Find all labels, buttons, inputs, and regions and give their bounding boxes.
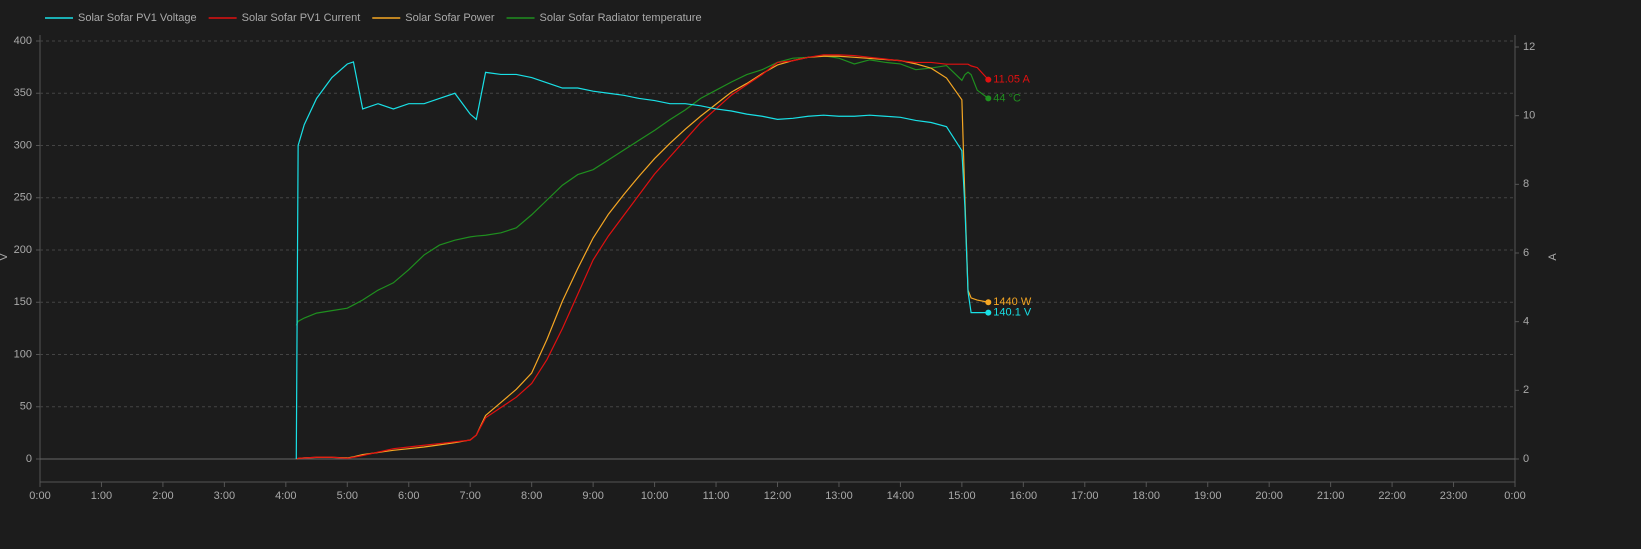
legend-label: Solar Sofar PV1 Current <box>242 12 361 24</box>
x-tick-label: 15:00 <box>948 490 976 502</box>
x-tick-label: 22:00 <box>1378 490 1406 502</box>
legend-label: Solar Sofar Radiator temperature <box>540 12 702 24</box>
end-label: 1440 W <box>993 296 1032 308</box>
x-tick-label: 6:00 <box>398 490 419 502</box>
x-tick-label: 5:00 <box>337 490 358 502</box>
legend-label: Solar Sofar PV1 Voltage <box>78 12 197 24</box>
series-line <box>296 54 989 460</box>
end-marker <box>985 95 992 102</box>
x-tick-label: 23:00 <box>1440 490 1468 502</box>
end-label: 44 °C <box>993 92 1021 104</box>
end-marker <box>985 76 992 83</box>
end-label: 140.1 V <box>993 307 1032 319</box>
x-tick-label: 0:00 <box>1504 490 1525 502</box>
end-marker <box>985 299 992 306</box>
end-marker <box>985 309 992 316</box>
y2-tick-label: 4 <box>1523 316 1529 328</box>
y2-axis-label: A <box>1547 253 1559 261</box>
x-tick-label: 7:00 <box>459 490 480 502</box>
y-axis-label: V <box>0 253 10 261</box>
x-tick-label: 2:00 <box>152 490 173 502</box>
x-tick-label: 10:00 <box>641 490 669 502</box>
x-tick-label: 9:00 <box>582 490 603 502</box>
x-tick-label: 1:00 <box>91 490 112 502</box>
y2-tick-label: 0 <box>1523 453 1529 465</box>
x-tick-label: 0:00 <box>29 490 50 502</box>
y-tick-label: 100 <box>14 348 32 360</box>
x-tick-label: 18:00 <box>1132 490 1160 502</box>
y-tick-label: 250 <box>14 192 32 204</box>
y-tick-label: 400 <box>14 35 32 47</box>
x-tick-label: 21:00 <box>1317 490 1345 502</box>
y-tick-label: 0 <box>26 453 32 465</box>
x-tick-label: 20:00 <box>1255 490 1283 502</box>
y2-tick-label: 10 <box>1523 110 1535 122</box>
x-tick-label: 11:00 <box>703 490 730 502</box>
y2-tick-label: 12 <box>1523 41 1535 53</box>
x-tick-label: 8:00 <box>521 490 542 502</box>
y-tick-label: 200 <box>14 244 32 256</box>
end-label: 11.05 A <box>993 74 1030 86</box>
x-tick-label: 13:00 <box>825 490 853 502</box>
x-tick-label: 4:00 <box>275 490 296 502</box>
x-tick-label: 3:00 <box>214 490 235 502</box>
x-tick-label: 12:00 <box>764 490 792 502</box>
y2-tick-label: 6 <box>1523 247 1529 259</box>
y-tick-label: 350 <box>14 87 32 99</box>
series-line <box>295 61 989 460</box>
y-tick-label: 150 <box>14 296 32 308</box>
x-tick-label: 16:00 <box>1010 490 1038 502</box>
x-tick-label: 17:00 <box>1071 490 1099 502</box>
x-tick-label: 19:00 <box>1194 490 1222 502</box>
series-line <box>295 55 989 326</box>
y2-tick-label: 2 <box>1523 384 1529 396</box>
legend-label: Solar Sofar Power <box>405 12 495 24</box>
y-tick-label: 300 <box>14 139 32 151</box>
y2-tick-label: 8 <box>1523 178 1529 190</box>
y-tick-label: 50 <box>20 401 32 413</box>
x-tick-label: 14:00 <box>887 490 915 502</box>
